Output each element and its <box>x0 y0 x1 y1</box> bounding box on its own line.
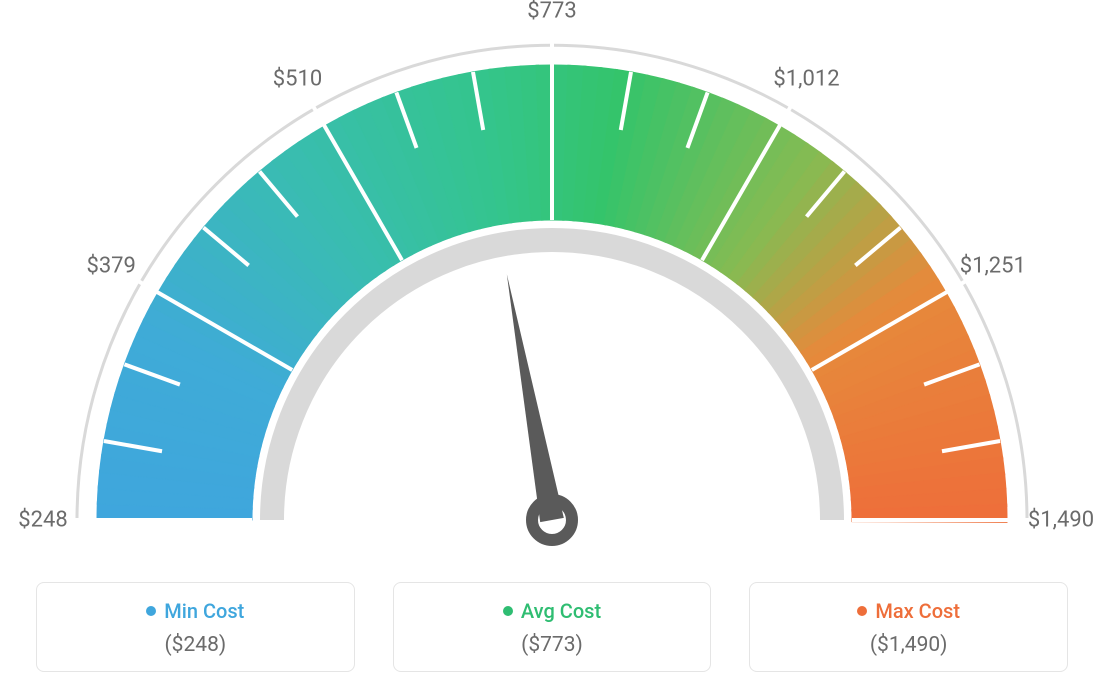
gauge-chart: $248 $379 $510 $773 $1,012 $1,251 $1,490 <box>0 0 1104 560</box>
legend-title-min: Min Cost <box>146 599 244 623</box>
legend-title-text: Min Cost <box>164 599 244 623</box>
gauge-tick-label: $510 <box>273 67 322 92</box>
legend-value: ($248) <box>47 633 344 657</box>
legend-title-text: Avg Cost <box>521 599 601 623</box>
gauge-tick-label: $773 <box>527 0 576 24</box>
gauge-needle <box>507 274 564 522</box>
gauge-tick-label: $1,251 <box>960 253 1026 278</box>
gauge-tick-label: $1,490 <box>1028 508 1094 533</box>
legend-card-min: Min Cost ($248) <box>36 582 355 672</box>
legend-dot-icon <box>503 606 513 616</box>
legend-value: ($773) <box>404 633 701 657</box>
legend-dot-icon <box>857 606 867 616</box>
legend-dot-icon <box>146 606 156 616</box>
legend-title-text: Max Cost <box>875 599 960 623</box>
gauge-tick-label: $1,012 <box>773 67 839 92</box>
legend-title-avg: Avg Cost <box>503 599 601 623</box>
legend-card-avg: Avg Cost ($773) <box>393 582 712 672</box>
gauge-svg <box>0 0 1104 560</box>
legend-value: ($1,490) <box>760 633 1057 657</box>
gauge-tick-label: $248 <box>18 508 67 533</box>
legend-row: Min Cost ($248) Avg Cost ($773) Max Cost ($1,… <box>0 582 1104 672</box>
legend-card-max: Max Cost ($1,490) <box>749 582 1068 672</box>
legend-title-max: Max Cost <box>857 599 960 623</box>
gauge-tick-label: $379 <box>86 253 135 278</box>
